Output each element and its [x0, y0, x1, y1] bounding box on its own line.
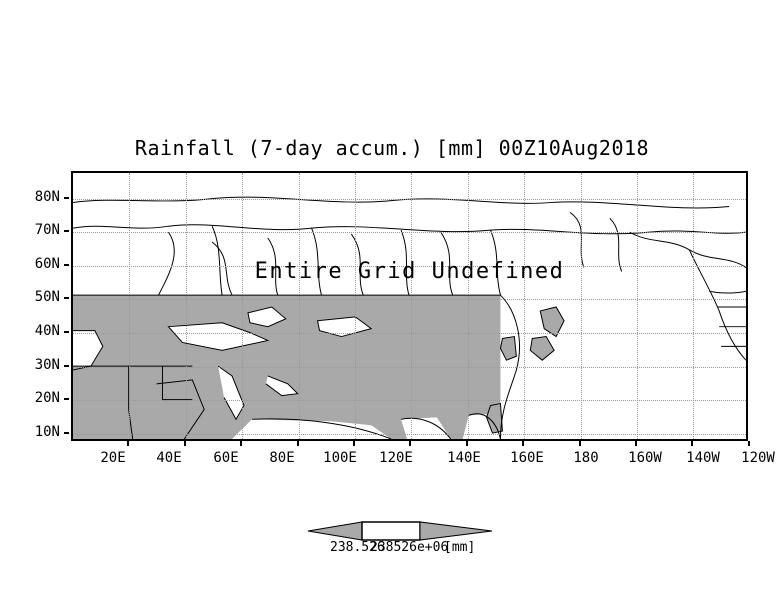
xtick-mark [127, 441, 129, 446]
xtick-label-60e: 60E [213, 450, 239, 466]
xtick-mark [184, 441, 186, 446]
gridline-horizontal [73, 400, 746, 401]
gridline-horizontal [73, 434, 746, 435]
ytick-mark [64, 297, 69, 299]
colorbar-min-label: 238.526 [330, 540, 385, 555]
colorbar-label-group: 238.526 238526e+06 [mm] [260, 540, 560, 558]
colorbar-units-label: [mm] [444, 540, 476, 555]
xtick-label-160w: 160W [628, 450, 662, 466]
gridline-vertical [355, 173, 356, 439]
ytick-mark [64, 230, 69, 232]
gridline-horizontal [73, 266, 746, 267]
colorbar-under-arrow [307, 521, 363, 541]
ytick-mark [64, 398, 69, 400]
map-plot-area [71, 171, 748, 441]
xtick-label-140w: 140W [686, 450, 720, 466]
ytick-label-20n: 20N [34, 390, 60, 406]
xtick-mark [297, 441, 299, 446]
gridline-vertical [524, 173, 525, 439]
ytick-label-80n: 80N [34, 189, 60, 205]
xtick-mark [579, 441, 581, 446]
ytick-label-60n: 60N [34, 256, 60, 272]
xtick-mark [748, 441, 750, 446]
xtick-label-100e: 100E [323, 450, 357, 466]
colorbar-over-arrow [419, 521, 493, 541]
ytick-label-70n: 70N [34, 222, 60, 238]
gridline-vertical [637, 173, 638, 439]
xtick-label-40e: 40E [156, 450, 182, 466]
gridline-vertical [693, 173, 694, 439]
gridline-vertical [242, 173, 243, 439]
xtick-label-20e: 20E [100, 450, 126, 466]
gridline-horizontal [73, 367, 746, 368]
xtick-mark [635, 441, 637, 446]
xtick-mark [240, 441, 242, 446]
colorbar-center-segment [361, 521, 421, 541]
xtick-mark [353, 441, 355, 446]
xtick-label-180: 180 [573, 450, 599, 466]
ytick-label-40n: 40N [34, 323, 60, 339]
ytick-label-30n: 30N [34, 357, 60, 373]
ytick-mark [64, 264, 69, 266]
ytick-label-50n: 50N [34, 289, 60, 305]
xtick-mark [691, 441, 693, 446]
xtick-label-120w: 120W [741, 450, 775, 466]
gridline-vertical [468, 173, 469, 439]
ytick-mark [64, 365, 69, 367]
ytick-label-10n: 10N [34, 424, 60, 440]
gridline-vertical [411, 173, 412, 439]
ytick-mark [64, 197, 69, 199]
ytick-mark [64, 331, 69, 333]
gridline-horizontal [73, 199, 746, 200]
xtick-label-140e: 140E [447, 450, 481, 466]
gridline-vertical [299, 173, 300, 439]
xtick-mark [522, 441, 524, 446]
xtick-mark [409, 441, 411, 446]
xtick-label-120e: 120E [379, 450, 413, 466]
gridline-vertical [581, 173, 582, 439]
xtick-label-160e: 160E [510, 450, 544, 466]
gridline-horizontal [73, 333, 746, 334]
gridline-horizontal [73, 232, 746, 233]
colorbar [300, 518, 500, 544]
gridline-horizontal [73, 299, 746, 300]
gridline-vertical [129, 173, 130, 439]
xtick-label-80e: 80E [269, 450, 295, 466]
xtick-mark [466, 441, 468, 446]
colorbar-max-label: 238526e+06 [370, 540, 449, 555]
ytick-mark [64, 432, 69, 434]
page-title: Rainfall (7-day accum.) [mm] 00Z10Aug201… [134, 136, 650, 160]
gridline-vertical [186, 173, 187, 439]
